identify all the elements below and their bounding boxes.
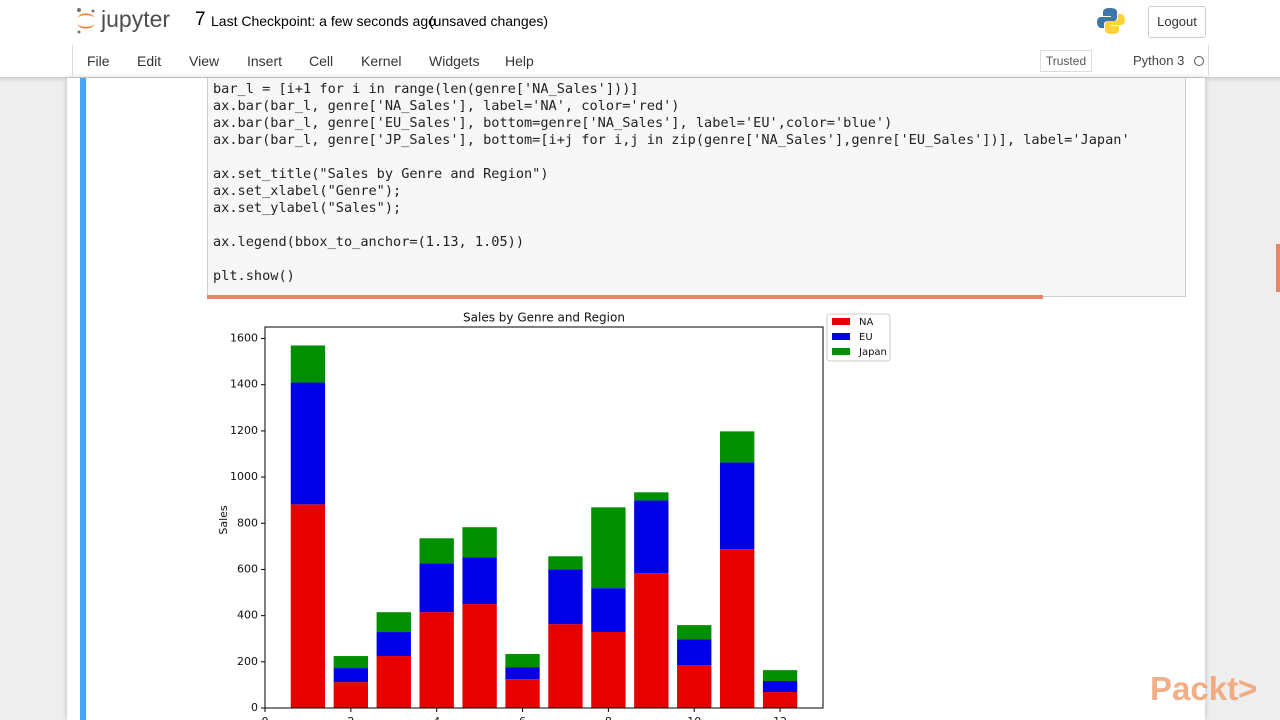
- logo-text: jupyter: [101, 6, 171, 32]
- legend-label: NA: [859, 317, 873, 328]
- y-axis-label: Sales: [217, 505, 230, 535]
- y-tick-label: 1400: [230, 378, 258, 391]
- bar-segment: [290, 504, 326, 708]
- menu-item[interactable]: File: [87, 53, 110, 69]
- x-tick-label: 0: [262, 715, 269, 720]
- bar-segment: [762, 692, 798, 708]
- code-line: ax.bar(bar_l, genre['NA_Sales'], label='…: [213, 98, 680, 114]
- logout-button[interactable]: Logout: [1148, 6, 1206, 38]
- bar-segment: [333, 682, 369, 708]
- chart-title: Sales by Genre and Region: [463, 311, 625, 325]
- bar-segment: [634, 573, 669, 708]
- bar-segment: [719, 462, 755, 550]
- x-tick-label: 2: [347, 715, 354, 720]
- code-line: ax.bar(bar_l, genre['JP_Sales'], bottom=…: [213, 132, 1130, 148]
- bar-segment: [462, 604, 497, 708]
- legend-swatch: [832, 318, 850, 325]
- code-line: ax.bar(bar_l, genre['EU_Sales'], bottom=…: [213, 115, 893, 131]
- chart: Sales by Genre and Region Sales 0 200 400 6…: [217, 311, 891, 720]
- y-tick-label: 1000: [230, 470, 258, 483]
- plot-frame: [264, 326, 824, 709]
- bar-segment: [719, 431, 755, 463]
- python-icon: [1097, 8, 1125, 34]
- legend-swatch: [832, 333, 850, 340]
- bar-segment: [290, 382, 326, 505]
- bar-segment: [677, 665, 712, 708]
- bar-segment: [462, 527, 497, 558]
- code-line: ax.set_xlabel("Genre");: [213, 183, 402, 199]
- x-tick-label: 4: [433, 715, 440, 720]
- bar-segment: [591, 588, 626, 633]
- x-tick-label: 6: [519, 715, 526, 720]
- bar-segment: [376, 656, 411, 708]
- bar-segment: [634, 500, 669, 574]
- y-tick-label: 0: [251, 701, 258, 714]
- bar-segment: [376, 632, 411, 657]
- x-tick-label: 10: [687, 715, 701, 720]
- bar-segment: [505, 667, 540, 680]
- x-tick-label: 12: [773, 715, 787, 720]
- menubar: File Edit View Insert Cell Kernel Widgets Help …: [0, 45, 1280, 78]
- menu-item[interactable]: Widgets: [429, 53, 480, 69]
- code-line: ax.set_ylabel("Sales");: [213, 200, 402, 216]
- bar-segment: [548, 556, 583, 570]
- code-line: ax.set_title("Sales by Genre and Region"…: [213, 166, 549, 182]
- bar-segment: [462, 557, 497, 605]
- kernel-name: Python 3: [1133, 53, 1185, 68]
- menu-item[interactable]: View: [189, 53, 220, 69]
- bar-segment: [762, 670, 798, 681]
- y-tick-label: 400: [237, 609, 258, 622]
- cell-selection-bar: [80, 78, 86, 720]
- bar-segment: [419, 612, 454, 708]
- bar-segment: [591, 507, 626, 589]
- bar-segment: [762, 680, 798, 693]
- code-line: plt.show(): [213, 268, 295, 284]
- menu-item[interactable]: Kernel: [361, 53, 402, 69]
- bar-segment: [548, 624, 583, 708]
- y-tick-label: 1200: [230, 424, 258, 437]
- y-tick-label: 800: [237, 516, 258, 529]
- bar-segment: [290, 345, 326, 383]
- scroll-marker: [1276, 244, 1280, 292]
- trusted-indicator[interactable]: Trusted: [1040, 50, 1092, 72]
- bar-segment: [333, 656, 369, 669]
- y-tick-label: 1600: [230, 332, 258, 345]
- bar-segment: [677, 639, 712, 666]
- bar-segment: [634, 492, 669, 501]
- logo-icon: [77, 8, 95, 34]
- menu-item[interactable]: Edit: [137, 53, 162, 69]
- menu-item[interactable]: Help: [505, 53, 534, 69]
- header: jupyter 7 Last Checkpoint: a few seconds…: [0, 0, 1280, 46]
- bar-segment: [419, 538, 454, 564]
- legend-swatch: [832, 348, 850, 355]
- bar-segment: [719, 549, 755, 708]
- unsaved: (unsaved changes): [429, 13, 549, 29]
- bar-segment: [333, 668, 369, 683]
- x-tick-label: 8: [605, 715, 612, 720]
- menu-item[interactable]: Cell: [309, 53, 334, 69]
- bar-segment: [505, 653, 540, 668]
- bar-segment: [677, 625, 712, 640]
- menu-frame: [72, 45, 1209, 76]
- bar-segment: [591, 632, 626, 708]
- menu-item[interactable]: Insert: [247, 53, 283, 69]
- checkpoint: Last Checkpoint: a few seconds ago: [211, 13, 436, 29]
- bar-segment: [419, 563, 454, 613]
- bar-segment: [505, 679, 540, 708]
- legend-label: Japan: [858, 347, 887, 358]
- bar-segment: [376, 612, 411, 633]
- notebook-name[interactable]: 7: [195, 9, 206, 30]
- bar-segment: [548, 569, 583, 625]
- code-line: ax.legend(bbox_to_anchor=(1.13, 1.05)): [213, 234, 524, 250]
- legend-label: EU: [859, 332, 873, 343]
- kernel-indicator: [1194, 56, 1204, 66]
- y-tick-label: 600: [237, 562, 258, 575]
- y-tick-label: 200: [237, 655, 258, 668]
- progress-bar: [207, 295, 1043, 299]
- code-line: bar_l = [i+1 for i in range(len(genre['N…: [213, 81, 639, 97]
- code-input[interactable]: [207, 78, 1186, 297]
- watermark: Packt>: [1150, 670, 1258, 707]
